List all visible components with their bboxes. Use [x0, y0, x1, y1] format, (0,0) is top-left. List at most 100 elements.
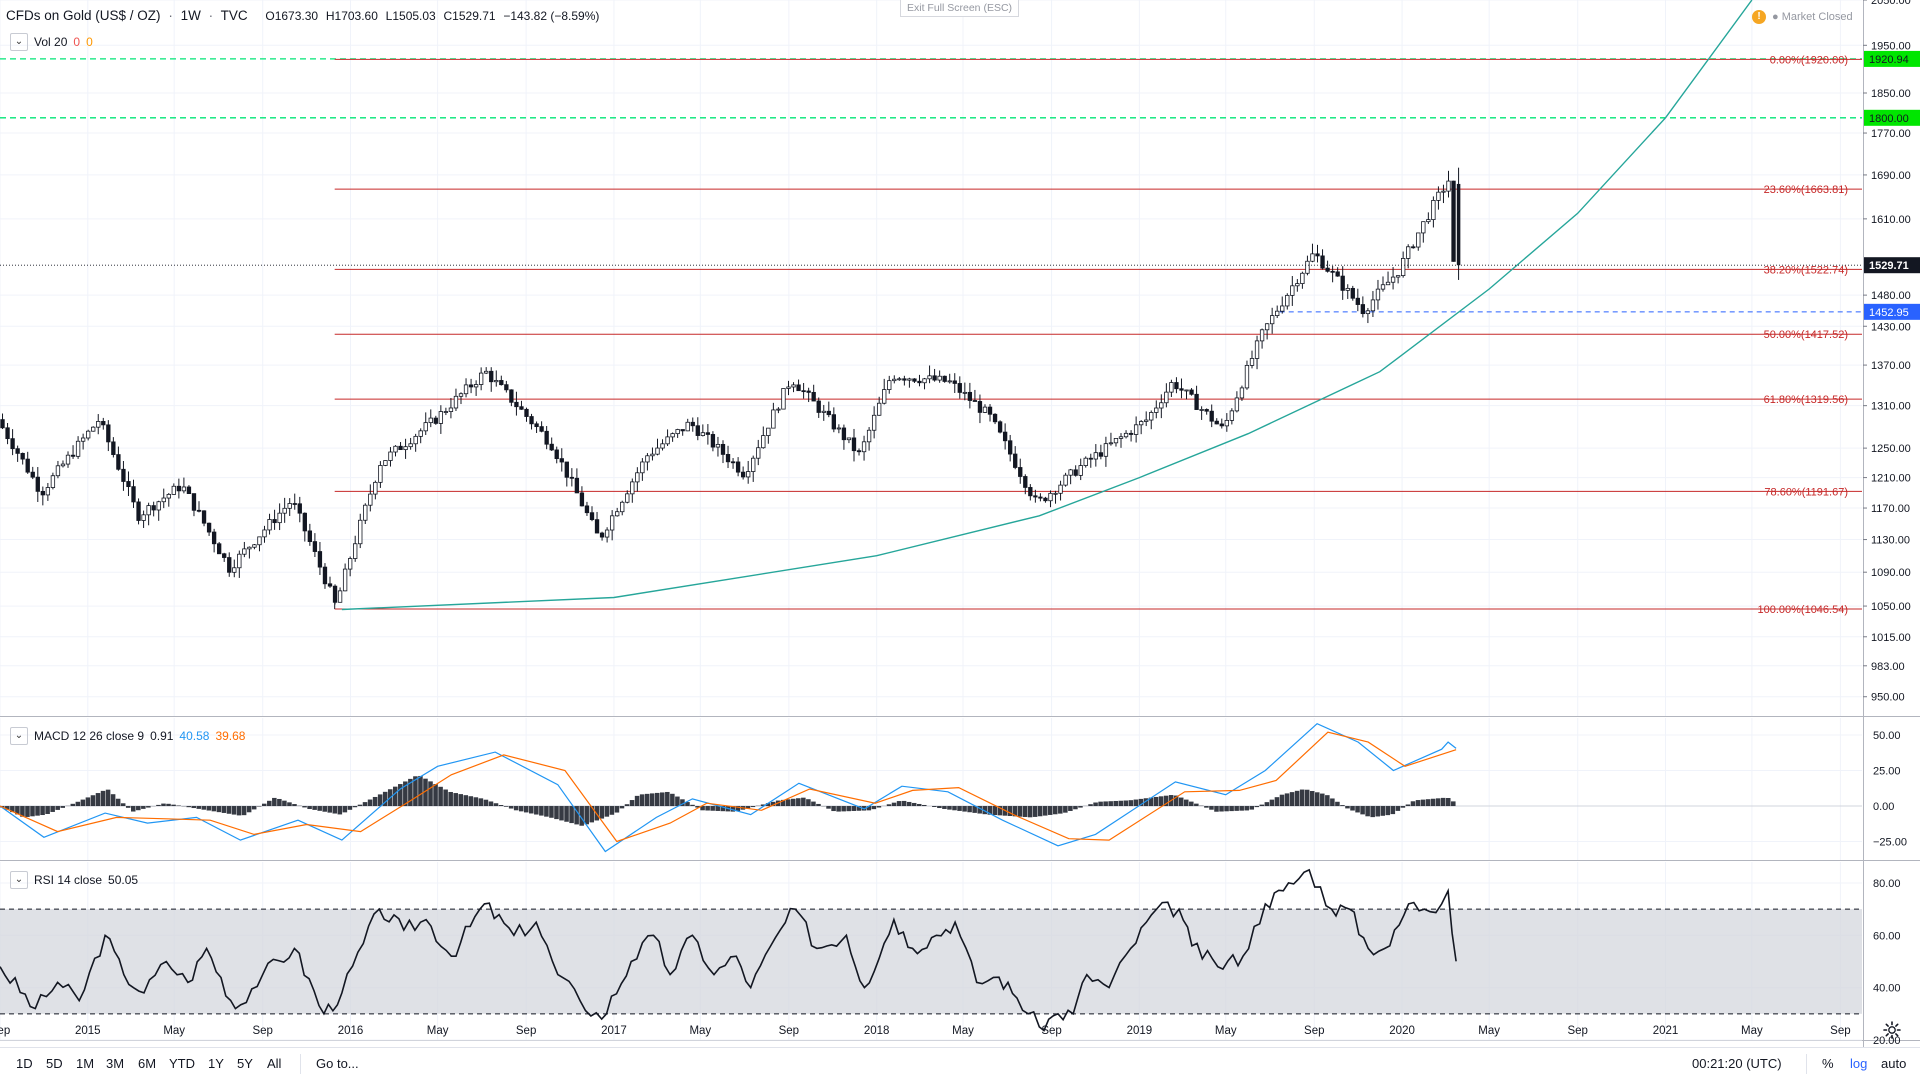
- macd-histogram-bar: [217, 806, 222, 812]
- candle-body: [988, 407, 992, 414]
- macd-histogram-bar: [1239, 806, 1244, 811]
- macd-axis-label: 50.00: [1873, 730, 1901, 742]
- candle-body: [983, 407, 987, 412]
- rsi-label[interactable]: RSI 14 close: [34, 873, 102, 887]
- macd-histogram-bar: [81, 800, 86, 806]
- candle-body: [217, 544, 221, 554]
- symbol-title[interactable]: CFDs on Gold (US$ / OZ): [6, 8, 161, 23]
- candle-body: [782, 388, 786, 409]
- candle-body: [187, 487, 191, 494]
- candle-body: [963, 392, 967, 393]
- chevron-down-icon[interactable]: ⌄: [10, 871, 28, 889]
- candle-body: [842, 428, 846, 440]
- macd-histogram-bar: [50, 806, 55, 812]
- chart-background: [0, 0, 1920, 1047]
- candle-body: [21, 453, 25, 459]
- macd-histogram-bar: [202, 806, 207, 810]
- log-toggle[interactable]: log: [1850, 1056, 1867, 1071]
- goto-button[interactable]: Go to...: [316, 1056, 359, 1071]
- interval-label[interactable]: 1W: [181, 8, 201, 23]
- candle-body: [898, 379, 902, 380]
- candle-body: [1230, 411, 1234, 421]
- range-all[interactable]: All: [267, 1056, 281, 1071]
- range-1d[interactable]: 1D: [16, 1056, 33, 1071]
- macd-histogram-bar: [519, 806, 524, 811]
- candle-body: [565, 462, 569, 477]
- exit-fullscreen-button[interactable]: Exit Full Screen (ESC): [900, 0, 1019, 17]
- utc-clock[interactable]: 00:21:20 (UTC): [1692, 1056, 1782, 1071]
- macd-histogram-bar: [917, 804, 922, 806]
- volume-label[interactable]: Vol 20: [34, 35, 67, 49]
- candle-body: [1139, 421, 1143, 424]
- macd-histogram-bar: [111, 794, 116, 806]
- candle-body: [615, 512, 619, 516]
- price-axis-label: 1310.00: [1871, 401, 1911, 413]
- macd-histogram-bar: [252, 806, 257, 809]
- price-axis-label: 1050.00: [1871, 601, 1911, 613]
- candle-body: [1018, 467, 1022, 476]
- macd-histogram-bar: [1290, 792, 1295, 806]
- candle-body: [96, 421, 100, 427]
- macd-histogram-bar: [35, 806, 40, 816]
- macd-histogram-bar: [615, 806, 620, 813]
- candle-body: [374, 482, 378, 494]
- macd-histogram-bar: [353, 806, 358, 807]
- range-5y[interactable]: 5Y: [237, 1056, 253, 1071]
- range-ytd[interactable]: YTD: [169, 1056, 195, 1071]
- candle-body: [122, 469, 126, 481]
- macd-histogram-bar: [1113, 801, 1118, 806]
- macd-histogram-bar: [378, 794, 383, 806]
- macd-histogram-bar: [30, 806, 35, 816]
- candle-body: [585, 506, 589, 513]
- candle-body: [671, 434, 675, 437]
- macd-histogram-bar: [1436, 798, 1441, 806]
- macd-histogram-bar: [1335, 802, 1340, 806]
- macd-histogram-bar: [1249, 806, 1254, 810]
- macd-axis-label: 25.00: [1873, 766, 1901, 778]
- range-5d[interactable]: 5D: [46, 1056, 63, 1071]
- macd-label[interactable]: MACD 12 26 close 9: [34, 729, 144, 743]
- percent-toggle[interactable]: %: [1822, 1056, 1834, 1071]
- candle-body: [726, 454, 730, 461]
- macd-histogram-bar: [1396, 806, 1401, 811]
- chevron-down-icon[interactable]: ⌄: [10, 33, 28, 51]
- macd-histogram-bar: [1179, 798, 1184, 806]
- candle-body: [1114, 438, 1118, 442]
- range-6m[interactable]: 6M: [138, 1056, 156, 1071]
- macd-histogram-bar: [86, 797, 91, 806]
- auto-toggle[interactable]: auto: [1881, 1056, 1906, 1071]
- source-label: TVC: [221, 8, 248, 23]
- range-1y[interactable]: 1Y: [208, 1056, 224, 1071]
- price-axis-label: 1850.00: [1871, 88, 1911, 100]
- range-3m[interactable]: 3M: [106, 1056, 124, 1071]
- candle-body: [1371, 300, 1375, 311]
- macd-histogram-bar: [655, 793, 660, 806]
- candle-body: [1255, 341, 1259, 359]
- macd-histogram-bar: [499, 805, 504, 806]
- candle-body: [958, 383, 962, 392]
- macd-histogram-bar: [670, 794, 675, 806]
- candle-body: [802, 391, 806, 392]
- price-axis-label: 1370.00: [1871, 360, 1911, 372]
- macd-histogram-bar: [796, 798, 801, 806]
- candle-body: [691, 422, 695, 425]
- candle-body: [1205, 409, 1209, 411]
- candle-body: [454, 396, 458, 408]
- range-1m[interactable]: 1M: [76, 1056, 94, 1071]
- macd-histogram-bar: [146, 806, 151, 808]
- candle-body: [716, 444, 720, 447]
- macd-histogram-bar: [1406, 804, 1411, 806]
- candle-body: [182, 487, 186, 491]
- candle-body: [157, 502, 161, 510]
- macd-histogram-bar: [831, 806, 836, 811]
- candle-body: [751, 458, 755, 471]
- candle-body: [676, 430, 680, 434]
- macd-histogram-bar: [1325, 795, 1330, 806]
- candle-body: [1034, 496, 1038, 497]
- candle-body: [233, 568, 237, 573]
- settings-gear-icon[interactable]: [1882, 1020, 1902, 1040]
- chevron-down-icon[interactable]: ⌄: [10, 727, 28, 745]
- macd-histogram-bar: [25, 806, 30, 817]
- macd-histogram-bar: [524, 806, 529, 812]
